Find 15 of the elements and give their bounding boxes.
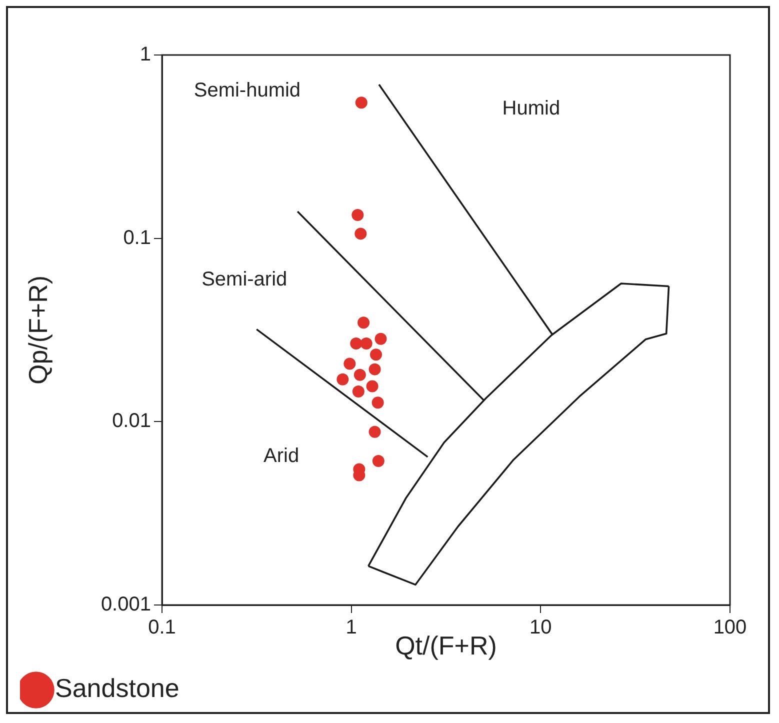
y-tick-label: 1 xyxy=(140,44,151,66)
annotation: Semi-arid xyxy=(202,268,288,290)
annotation: Humid xyxy=(502,97,560,120)
annotation: Arid xyxy=(263,445,300,468)
y-tick-label: 0.1 xyxy=(123,226,151,249)
y-tick-label: 0.01 xyxy=(112,410,151,432)
legend-label: Sandstone xyxy=(55,673,180,704)
x-tick-label: 0.1 xyxy=(148,616,176,639)
x-axis-title: Qt/(F+R) xyxy=(395,630,497,661)
x-tick-label: 1 xyxy=(346,616,357,639)
y-tick-label: 0.001 xyxy=(100,594,151,616)
x-tick-label: 100 xyxy=(713,616,747,639)
y-axis-title: Qp/(F+R) xyxy=(22,275,53,385)
annotation: Semi-humid xyxy=(194,79,301,102)
x-tick-label: 10 xyxy=(530,616,552,639)
